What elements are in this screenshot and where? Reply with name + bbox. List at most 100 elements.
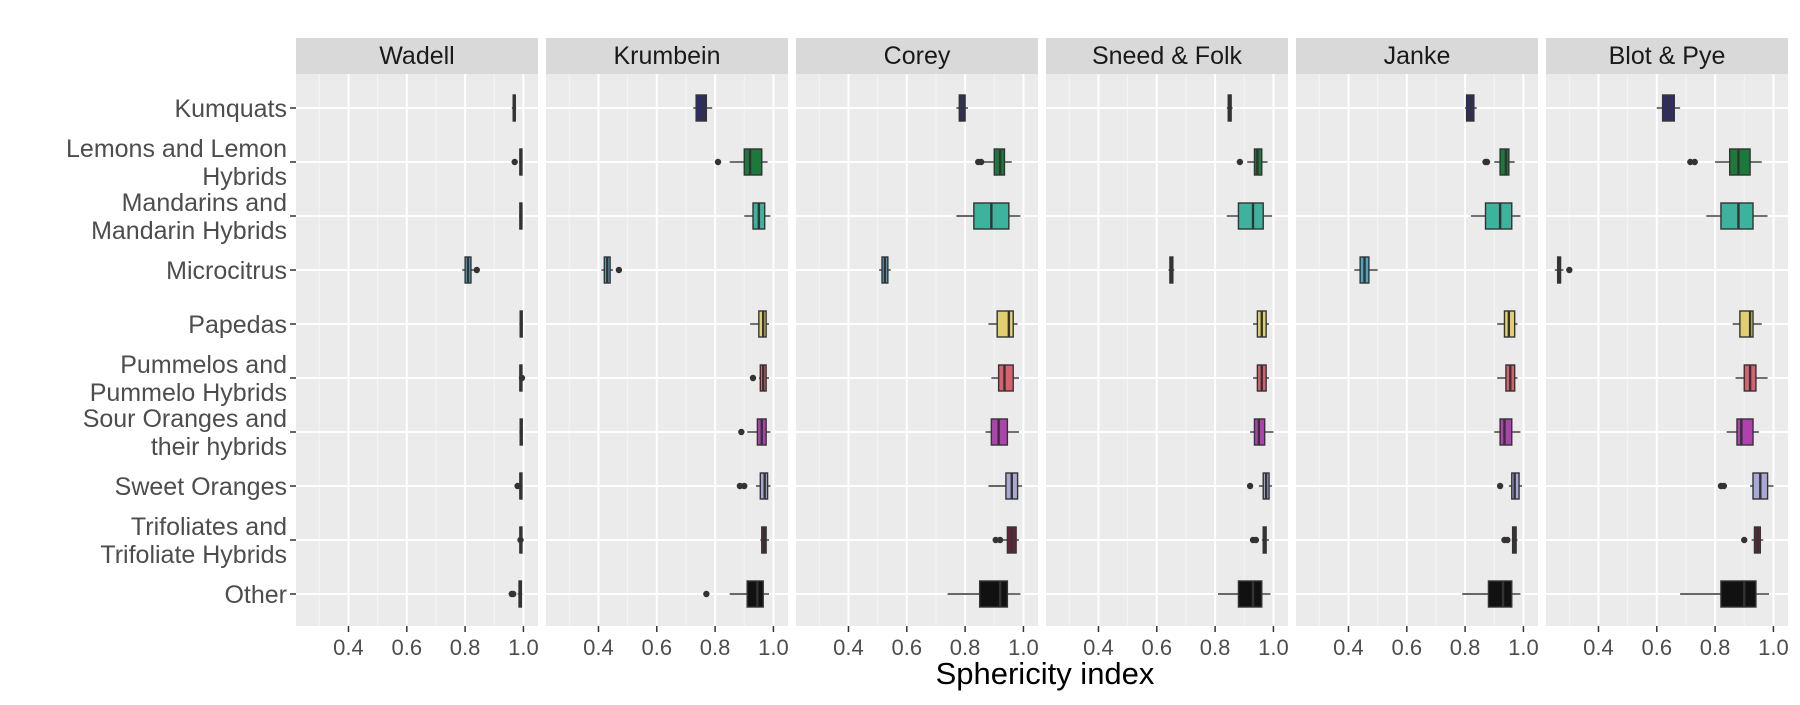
box-iqr [746,580,764,608]
box-5 [1732,310,1762,338]
facet-panel-1: Wadell 0.4 0.6 0.8 1.0 [296,38,539,660]
box-iqr [997,364,1014,392]
x-tick-label: 0.6 [641,635,672,660]
box-6 [1253,364,1270,392]
box-1 [1226,94,1233,122]
facet-strip [296,38,538,74]
box-4 [1554,256,1573,284]
x-tick-label: 1.0 [1258,635,1289,660]
outlier-point [736,482,744,490]
outlier-point [1504,536,1511,544]
y-tick-label-line: Lemons and Lemon [66,135,287,163]
box-2 [1687,148,1762,176]
facet-strip-label: Krumbein [614,42,721,70]
outlier-point [1236,158,1244,166]
box-iqr [1728,148,1751,176]
x-tick-label: 0.8 [450,635,481,660]
outlier-point [749,374,757,382]
box-4 [1354,256,1378,284]
box-9 [1741,526,1764,554]
box-8 [514,472,523,500]
box-1 [511,94,517,122]
facet-strip-label: Janke [1384,42,1451,70]
y-tick-label-line: Microcitrus [166,257,287,285]
outlier-point [473,266,480,274]
facet-strip-label: Sneed & Folk [1092,42,1243,70]
x-tick-label: 0.6 [891,635,922,660]
box-9 [760,526,770,554]
box-9 [992,526,1020,554]
outlier-point [511,158,518,166]
outlier-point [1741,536,1748,544]
facet-panel-5: Janke 0.4 0.6 0.8 1.0 [1296,38,1539,660]
x-tick-label: 1.0 [758,635,789,660]
x-tick-label: 0.4 [833,635,864,660]
outlier-point [1687,158,1694,166]
y-tick-label: Trifoliates and Trifoliate Hybrids [100,513,287,569]
box-7 [985,418,1020,446]
outlier-point [514,482,521,490]
x-tick-label: 0.8 [700,635,731,660]
facet-panel-3: Corey 0.4 0.6 0.8 1.0 [796,38,1039,660]
box-iqr [695,94,708,122]
box-10 [508,580,523,608]
outlier-point [517,536,524,544]
x-tick-label: 0.4 [583,635,614,660]
outlier-point [1691,158,1698,166]
box-9 [1249,526,1270,554]
box-4 [601,256,623,284]
panel-background [296,74,538,626]
category-labels: Kumquats Lemons and Lemon HybridsMandarins… [66,95,296,609]
outlier-point [1720,482,1728,490]
facet-strip-label: Wadell [379,42,455,70]
box-10 [1680,580,1770,608]
box-2 [1236,148,1268,176]
box-6 [1735,364,1768,392]
box-5 [519,310,523,338]
y-tick-label-line: Pummelos and [120,351,287,379]
box-10 [947,580,1021,608]
facet-panel-2: Krumbein 0.4 0.6 0.8 1.0 [546,38,789,660]
box-6 [518,364,526,392]
facet-panel-6: Blot & Pye 0.4 0.6 0.8 1.0 [1546,38,1789,660]
facet-strip [796,38,1038,74]
box-6 [991,364,1020,392]
y-tick-label-line: Kumquats [174,95,287,123]
x-tick-label: 0.8 [1700,635,1731,660]
outlier-point [992,536,999,544]
box-9 [1501,526,1518,554]
box-2 [714,148,768,176]
y-tick-label-line: Hybrids [202,163,287,191]
x-tick-label: 0.8 [1450,635,1481,660]
outlier-point [1496,482,1504,490]
box-5 [988,310,1018,338]
outlier-point [996,536,1004,544]
y-tick-label-line: their hybrids [151,433,287,461]
outlier-point [615,266,623,274]
outlier-point [741,482,748,490]
x-tick-label: 0.6 [1391,635,1422,660]
y-tick-label: Sour Oranges and their hybrids [83,405,287,461]
y-tick-label: Lemons and Lemon Hybrids [66,135,287,191]
box-6 [749,364,770,392]
box-8 [988,472,1022,500]
box-1 [693,94,713,122]
box-8 [736,472,771,500]
y-tick-label-line: Trifoliates and [131,513,287,541]
outlier-point [1246,482,1254,490]
x-tick-label: 0.4 [1083,635,1114,660]
box-5 [1497,310,1518,338]
x-tick-label: 0.4 [1333,635,1364,660]
y-tick-label-line: Sour Oranges and [83,405,287,433]
facet-strip [546,38,788,74]
box-6 [1497,364,1518,392]
box-3 [1470,202,1521,230]
box-7 [1726,418,1759,446]
x-tick-label: 0.4 [333,635,364,660]
box-5 [1253,310,1270,338]
y-tick-label: Sweet Oranges [115,473,287,501]
x-axis-title: Sphericity index [936,656,1155,691]
panel-background [1296,74,1538,626]
y-tick-label-line: Papedas [188,311,287,339]
